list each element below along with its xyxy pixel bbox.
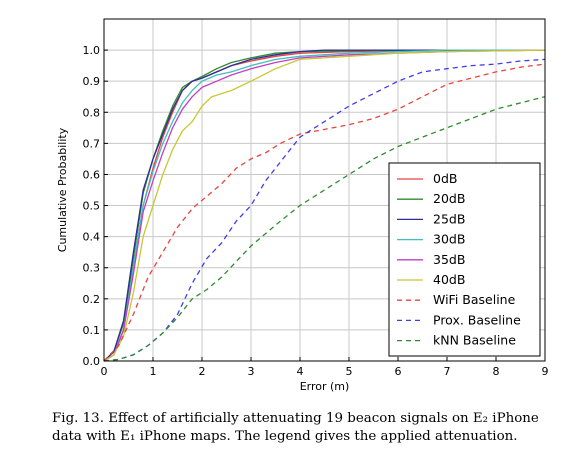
legend-label: 25dB	[433, 211, 465, 226]
y-tick-label: 0.4	[83, 231, 101, 244]
series-line-40db	[103, 49, 546, 362]
y-tick-label: 0.0	[83, 355, 101, 368]
x-axis-label: Error (m)	[300, 380, 350, 393]
y-tick-label: 0.1	[83, 324, 101, 337]
y-tick-label: 1.0	[83, 44, 101, 57]
series-line-30db	[103, 49, 545, 362]
legend-label: 0dB	[433, 171, 457, 186]
cdf-chart: 0 1 2 3 4 5 6 7 8 9 0.0 0.1 0.2 0.3 0.4 0.5 0.6 0.7 0.8 0.9…	[56, 18, 549, 393]
y-axis-label: Cumulative Probability	[56, 127, 69, 252]
legend-label: 20dB	[433, 191, 465, 206]
y-tick-label: 0.7	[83, 137, 101, 150]
y-tick-label: 0.5	[83, 200, 101, 213]
legend-label: 40dB	[433, 272, 465, 287]
legend-label: 35dB	[433, 252, 465, 267]
x-tick-label: 0	[101, 365, 108, 378]
y-tick-label: 0.6	[83, 168, 101, 181]
legend: 0dB 20dB 25dB 30dB 35dB 40dB WiFi Baseline Prox…	[388, 162, 541, 357]
legend-label: 30dB	[433, 232, 465, 247]
x-tick-label: 8	[493, 365, 500, 378]
series-lines	[103, 49, 546, 362]
legend-label: Prox. Baseline	[433, 312, 521, 327]
figure-caption: Fig. 13. Effect of artificially attenuat…	[52, 411, 539, 444]
series-line-20db	[103, 49, 546, 362]
series-line-knn-baseline	[103, 96, 546, 362]
plot-frame	[103, 18, 546, 362]
y-tick-label: 0.9	[83, 75, 101, 88]
series-line-wifi-baseline	[103, 63, 546, 362]
series-line-25db	[103, 49, 545, 362]
x-tick-label: 5	[346, 365, 353, 378]
x-tick-label: 9	[542, 365, 549, 378]
x-tick-label: 6	[395, 365, 402, 378]
x-tick-label: 4	[297, 365, 304, 378]
x-tick-label: 2	[199, 365, 206, 378]
x-tick-label: 3	[248, 365, 255, 378]
y-tick-label: 0.3	[83, 262, 101, 275]
y-tick-label: 0.8	[83, 106, 101, 119]
series-line-35db	[103, 49, 546, 362]
x-tick-label: 1	[150, 365, 157, 378]
axis-ticks: 0 1 2 3 4 5 6 7 8 9 0.0 0.1 0.2 0.3 0.4 0.5 0.6 0.7 0.8 0.9…	[83, 44, 549, 378]
y-tick-label: 0.2	[83, 293, 101, 306]
x-tick-label: 7	[444, 365, 451, 378]
legend-label: kNN Baseline	[433, 333, 516, 348]
legend-label: WiFi Baseline	[433, 292, 516, 307]
